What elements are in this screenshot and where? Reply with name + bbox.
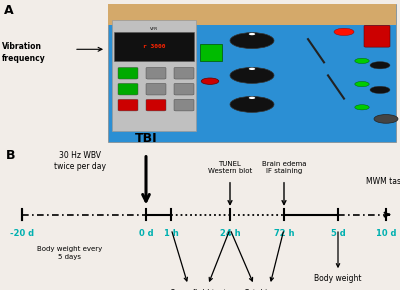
Text: TBI: TBI — [135, 132, 157, 145]
Text: Cytokines: Cytokines — [243, 289, 281, 290]
Circle shape — [230, 33, 274, 49]
Text: VFR: VFR — [150, 27, 158, 31]
Text: 0 d: 0 d — [139, 229, 153, 238]
FancyBboxPatch shape — [174, 68, 194, 79]
Circle shape — [355, 105, 369, 110]
Circle shape — [370, 86, 390, 93]
Text: 72 h: 72 h — [274, 229, 294, 238]
Text: B: B — [6, 149, 16, 162]
Circle shape — [249, 33, 255, 35]
Text: Body weight: Body weight — [314, 274, 362, 283]
FancyBboxPatch shape — [112, 20, 196, 130]
FancyBboxPatch shape — [118, 84, 138, 95]
FancyBboxPatch shape — [200, 44, 222, 61]
Text: r 3000: r 3000 — [143, 44, 165, 49]
Circle shape — [370, 62, 390, 69]
Text: 10 d: 10 d — [376, 229, 396, 238]
Circle shape — [334, 28, 354, 35]
FancyBboxPatch shape — [108, 4, 396, 25]
Text: Brain edema
IF staining: Brain edema IF staining — [262, 160, 306, 174]
FancyBboxPatch shape — [146, 99, 166, 111]
FancyBboxPatch shape — [118, 99, 138, 111]
Circle shape — [249, 97, 255, 99]
Text: Body weight every
5 days: Body weight every 5 days — [37, 246, 103, 260]
Text: Vibration
frequency: Vibration frequency — [2, 42, 46, 63]
Text: 1 h: 1 h — [164, 229, 178, 238]
FancyBboxPatch shape — [146, 84, 166, 95]
Text: MWM task: MWM task — [366, 177, 400, 186]
Text: 30 Hz WBV
twice per day: 30 Hz WBV twice per day — [54, 151, 106, 171]
FancyBboxPatch shape — [108, 4, 396, 142]
Text: A: A — [4, 4, 14, 17]
FancyBboxPatch shape — [364, 26, 390, 47]
FancyBboxPatch shape — [146, 68, 166, 79]
Circle shape — [355, 81, 369, 87]
Circle shape — [355, 58, 369, 64]
Text: 5 d: 5 d — [331, 229, 345, 238]
FancyBboxPatch shape — [174, 99, 194, 111]
Circle shape — [230, 68, 274, 84]
Text: TUNEL
Western blot: TUNEL Western blot — [208, 160, 252, 174]
Circle shape — [374, 115, 398, 123]
Text: 24 h: 24 h — [220, 229, 240, 238]
FancyBboxPatch shape — [114, 32, 194, 61]
FancyBboxPatch shape — [118, 68, 138, 79]
Text: Open field test: Open field test — [170, 289, 226, 290]
Circle shape — [201, 78, 219, 84]
Circle shape — [249, 68, 255, 70]
Circle shape — [230, 96, 274, 112]
Text: -20 d: -20 d — [10, 229, 34, 238]
FancyBboxPatch shape — [174, 84, 194, 95]
